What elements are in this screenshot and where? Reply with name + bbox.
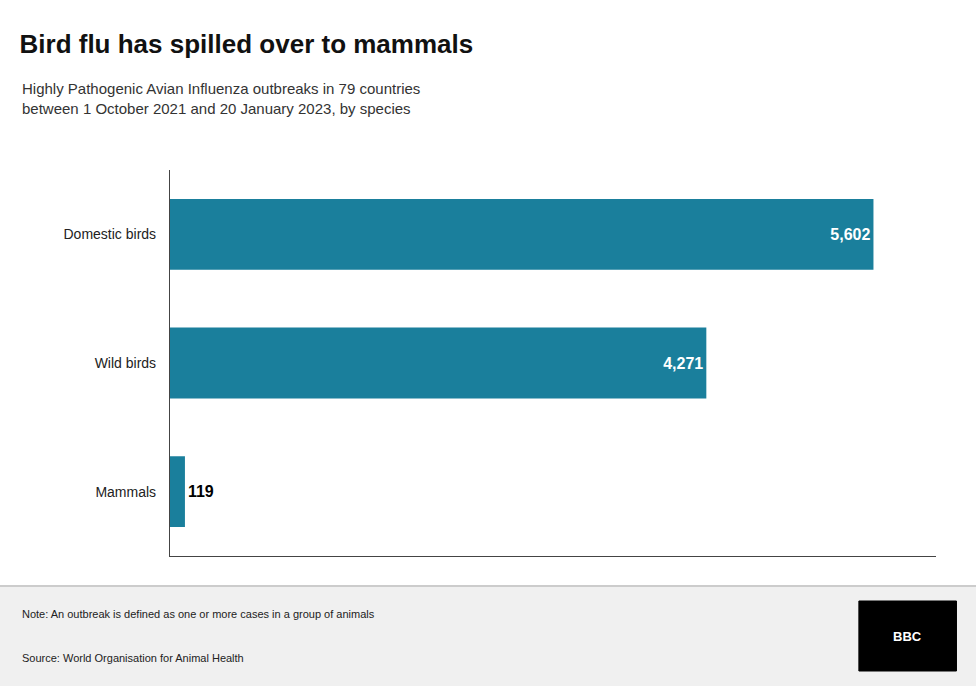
svg-text:Source: World Organisation for: Source: World Organisation for Animal He…	[22, 652, 244, 664]
svg-text:Domestic birds: Domestic birds	[64, 226, 157, 242]
svg-text:119: 119	[188, 483, 214, 500]
svg-text:Highly Pathogenic Avian Influe: Highly Pathogenic Avian Influenza outbre…	[22, 80, 420, 117]
svg-text:Bird flu has spilled over to m: Bird flu has spilled over to mammals	[20, 29, 474, 59]
svg-text:4,271: 4,271	[663, 355, 703, 372]
svg-text:Mammals: Mammals	[95, 484, 156, 500]
svg-text:Wild birds: Wild birds	[95, 355, 156, 371]
svg-text:5,602: 5,602	[830, 226, 870, 243]
svg-text:BBC: BBC	[893, 629, 922, 644]
svg-text:Note: An outbreak is defined a: Note: An outbreak is defined as one or m…	[22, 608, 375, 620]
